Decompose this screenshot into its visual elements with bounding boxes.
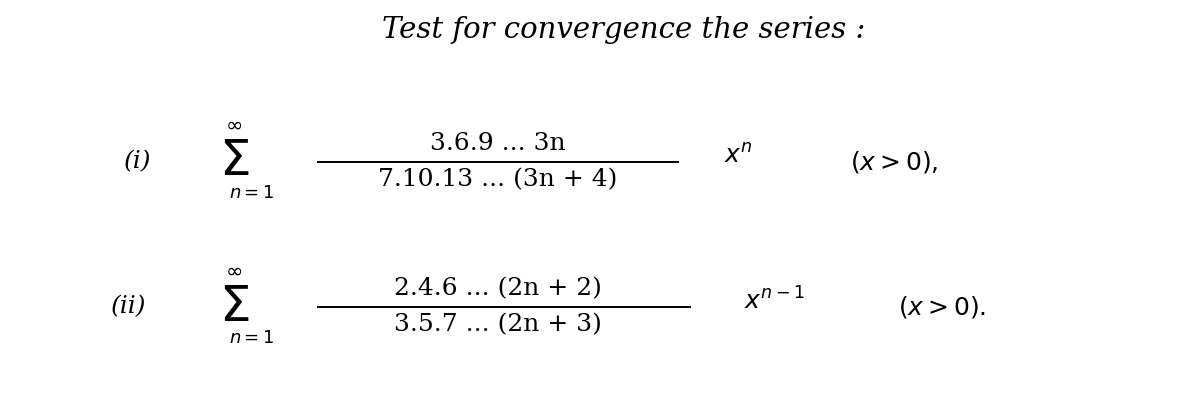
Text: $\Sigma$: $\Sigma$ [218, 137, 250, 186]
Text: $(x > 0),$: $(x > 0),$ [850, 149, 938, 175]
Text: Test for convergence the series :: Test for convergence the series : [383, 16, 865, 44]
Text: (ii): (ii) [110, 296, 146, 318]
Text: $\infty$: $\infty$ [226, 116, 242, 135]
Text: 3.6.9 ... 3n: 3.6.9 ... 3n [430, 132, 566, 155]
Text: $n = 1$: $n = 1$ [229, 329, 275, 347]
Text: $x^n$: $x^n$ [724, 144, 752, 168]
Text: $(x > 0).$: $(x > 0).$ [898, 294, 986, 320]
Text: 3.5.7 ... (2n + 3): 3.5.7 ... (2n + 3) [394, 314, 602, 337]
Text: $\Sigma$: $\Sigma$ [218, 282, 250, 332]
Text: 2.4.6 ... (2n + 2): 2.4.6 ... (2n + 2) [394, 278, 602, 301]
Text: 7.10.13 ... (3n + 4): 7.10.13 ... (3n + 4) [378, 168, 618, 191]
Text: $\infty$: $\infty$ [226, 261, 242, 280]
Text: (i): (i) [125, 150, 151, 173]
Text: $n = 1$: $n = 1$ [229, 183, 275, 202]
Text: $x^{n-1}$: $x^{n-1}$ [744, 288, 804, 315]
